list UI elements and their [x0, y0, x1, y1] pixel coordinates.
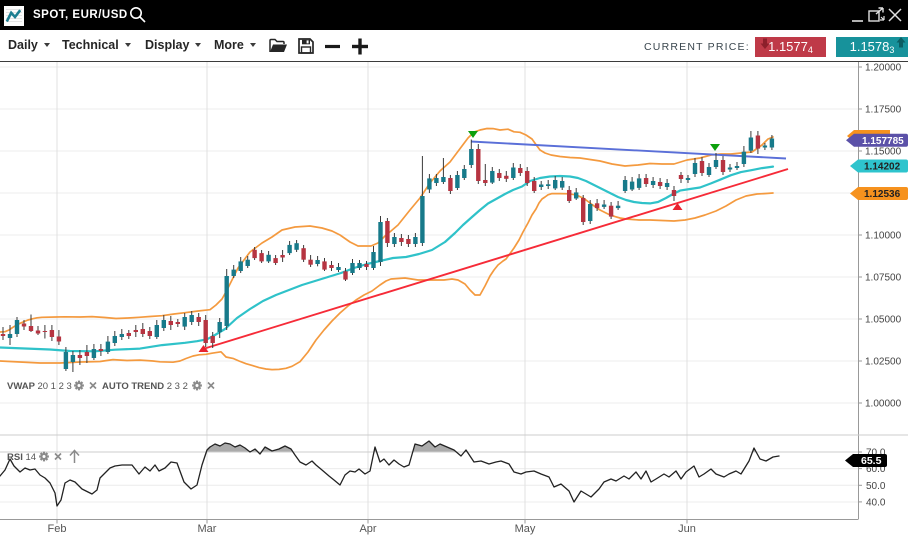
svg-text:RSI 14: RSI 14	[7, 452, 36, 463]
svg-text:1.157785: 1.157785	[862, 136, 904, 147]
svg-text:AUTO TREND 2 3 2: AUTO TREND 2 3 2	[102, 381, 188, 392]
svg-text:1.10000: 1.10000	[865, 231, 902, 242]
svg-text:Mar: Mar	[198, 523, 217, 535]
svg-text:40.0: 40.0	[866, 497, 886, 508]
svg-text:1.07500: 1.07500	[865, 273, 902, 284]
svg-text:50.0: 50.0	[866, 481, 886, 492]
svg-text:Jun: Jun	[678, 523, 696, 535]
svg-text:Apr: Apr	[359, 523, 376, 535]
svg-text:1.14202: 1.14202	[864, 162, 901, 173]
svg-text:VWAP 20 1 2 3: VWAP 20 1 2 3	[7, 381, 72, 392]
svg-text:1.12536: 1.12536	[864, 189, 901, 200]
svg-text:1.20000: 1.20000	[865, 63, 902, 74]
svg-text:1.05000: 1.05000	[865, 315, 902, 326]
svg-text:70.0: 70.0	[866, 448, 886, 459]
svg-text:1.00000: 1.00000	[865, 399, 902, 410]
svg-text:1.17500: 1.17500	[865, 105, 902, 116]
svg-text:65.5: 65.5	[861, 455, 882, 467]
svg-text:60.0: 60.0	[866, 464, 886, 475]
svg-text:1.15000: 1.15000	[865, 147, 902, 158]
svg-text:Feb: Feb	[48, 523, 67, 535]
svg-text:May: May	[515, 523, 536, 535]
svg-text:1.02500: 1.02500	[865, 357, 902, 368]
